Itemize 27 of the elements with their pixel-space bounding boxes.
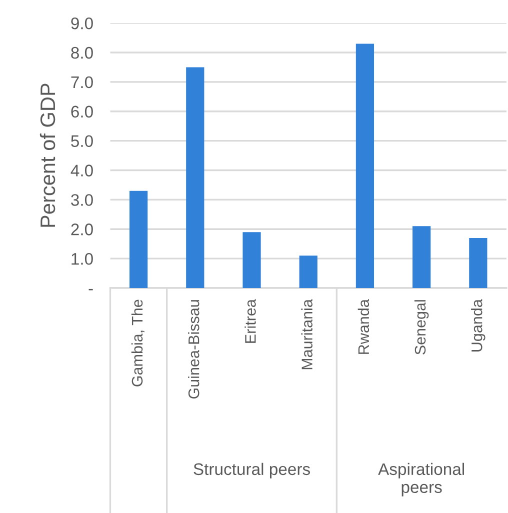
x-tick-label: Senegal [414,300,429,354]
y-tick-label: 5.0 [71,135,93,148]
bar [469,238,488,288]
y-tick-label: 8.0 [71,46,93,59]
x-tick-label: Uganda [471,299,486,352]
y-tick-label: 4.0 [70,164,93,176]
bar [356,44,374,288]
x-tick-label: Rwanda [358,299,370,354]
x-tick-label: Eritrea [244,299,256,343]
text: Structural peers [194,462,310,478]
text: Aspirational peers [378,462,464,496]
y-tick-label: 7.0 [71,76,93,88]
y-tick-label: - [88,288,93,290]
bar [186,67,204,288]
y-tick-label: 2.0 [71,224,93,236]
bar [412,226,431,288]
x-tick-label: Mauritania [301,299,312,370]
bar [129,190,148,288]
y-axis-title: Percent of GDP [40,84,56,227]
bar [299,256,318,288]
y-tick-label: 3.0 [71,194,93,206]
x-tick-label: Guinea-Bissau [188,300,200,399]
bar [242,232,261,288]
y-tick-label: 1.0 [72,252,93,265]
x-tick-label: Gambia, The [131,300,144,386]
y-tick-label: 6.0 [71,106,93,118]
y-tick-label: 9.0 [71,17,93,30]
